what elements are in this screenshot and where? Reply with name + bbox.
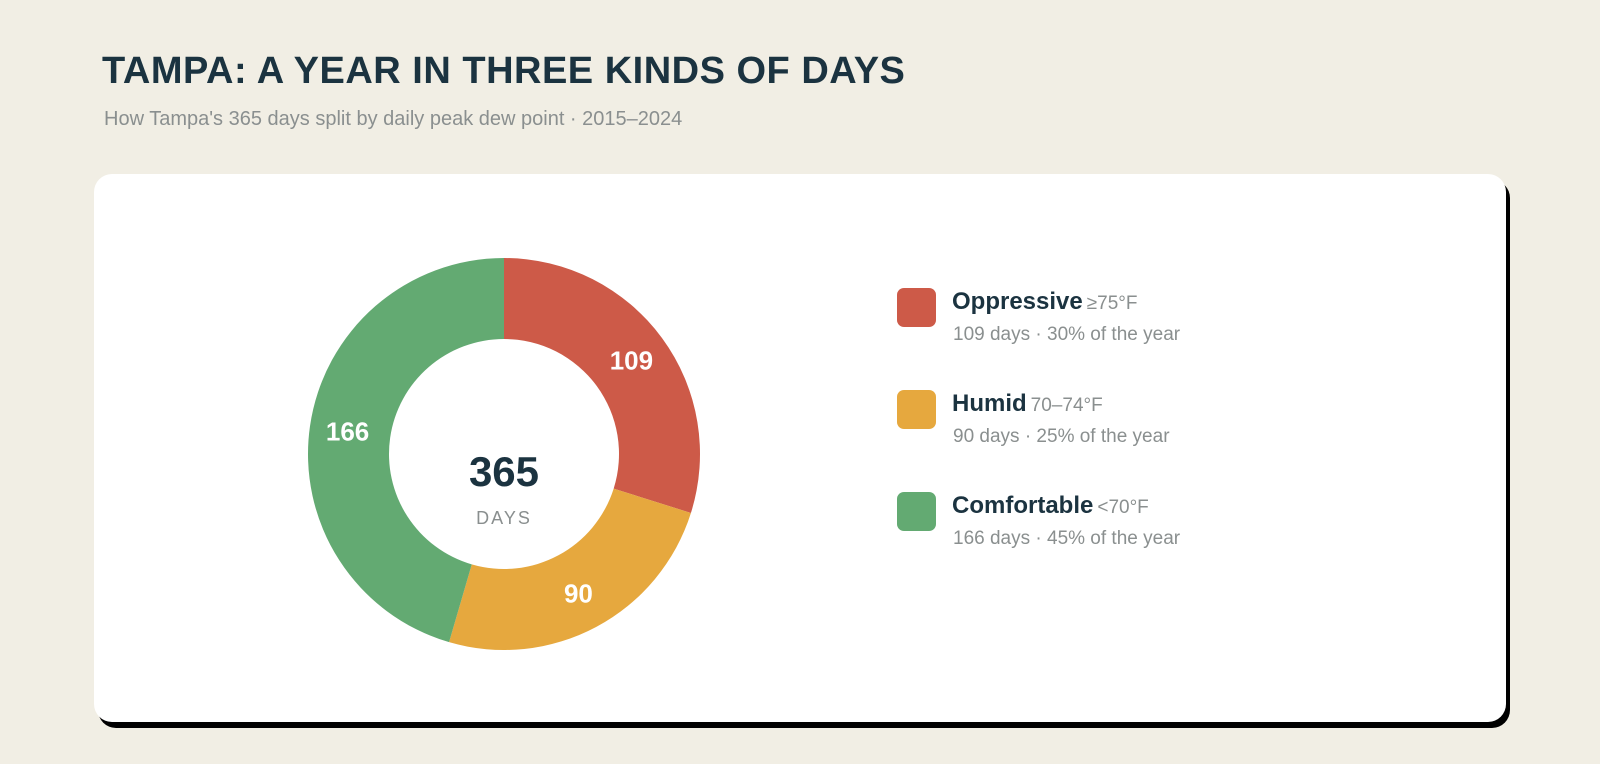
slice-label-humid: 90 xyxy=(564,578,593,608)
legend-name-oppressive: Oppressive xyxy=(952,288,1083,315)
legend-name-humid: Humid xyxy=(952,390,1027,417)
legend-swatch-oppressive xyxy=(897,288,936,327)
center-unit-label: DAYS xyxy=(476,508,532,528)
legend-range-oppressive: ≥75°F xyxy=(1086,293,1138,314)
legend-range-comfortable: <70°F xyxy=(1097,497,1149,518)
donut-slice-humid xyxy=(449,488,691,650)
legend-swatch-comfortable xyxy=(897,492,936,531)
donut-slice-oppressive xyxy=(504,258,700,513)
page-title: TAMPA: A YEAR IN THREE KINDS OF DAYS xyxy=(102,50,906,92)
page-subtitle: How Tampa's 365 days split by daily peak… xyxy=(104,108,683,130)
slice-label-oppressive: 109 xyxy=(610,346,653,376)
donut-slice-comfortable xyxy=(308,258,504,643)
legend-detail-oppressive: 109 days · 30% of the year xyxy=(953,324,1181,345)
legend-range-humid: 70–74°F xyxy=(1030,395,1103,416)
legend-detail-humid: 90 days · 25% of the year xyxy=(953,426,1170,447)
legend-swatch-humid xyxy=(897,390,936,429)
legend-name-comfortable: Comfortable xyxy=(952,492,1094,519)
slice-label-comfortable: 166 xyxy=(326,417,369,447)
legend-detail-comfortable: 166 days · 45% of the year xyxy=(953,528,1181,549)
chart-card: 109 90 166 365 DAYS Oppressive ≥75°F 109 da… xyxy=(94,174,1506,722)
donut-chart: 109 90 166 365 DAYS xyxy=(308,258,700,650)
center-total: 365 xyxy=(469,448,539,495)
